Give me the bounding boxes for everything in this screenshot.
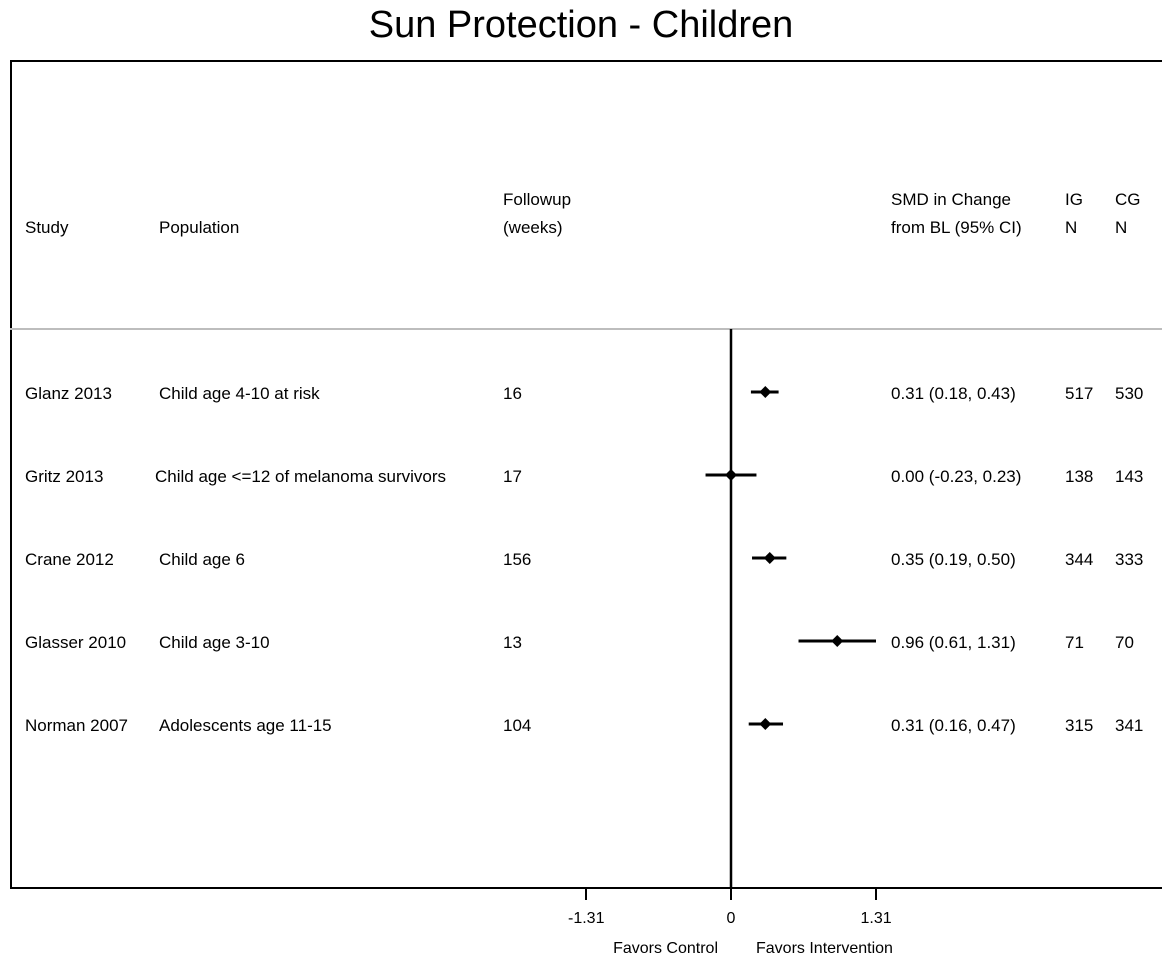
header-separator bbox=[10, 328, 1162, 330]
row-followup: 16 bbox=[503, 384, 522, 403]
row-ig-n: 517 bbox=[1065, 384, 1094, 403]
header-followup-line2: (weeks) bbox=[503, 218, 563, 237]
row-followup: 13 bbox=[503, 633, 522, 652]
header-ig-line1: IG bbox=[1065, 190, 1083, 209]
row-population: Child age 3-10 bbox=[159, 633, 270, 652]
header-study: Study bbox=[25, 218, 69, 237]
row-cg-n: 333 bbox=[1115, 550, 1144, 569]
header-cg-line1: CG bbox=[1115, 190, 1141, 209]
row-population: Adolescents age 11-15 bbox=[159, 716, 332, 735]
chart-title: Sun Protection - Children bbox=[368, 4, 794, 46]
row-population: Child age <=12 of melanoma survivors bbox=[155, 467, 447, 486]
row-population: Child age 4-10 at risk bbox=[159, 384, 320, 403]
row-ci-text: 0.96 (0.61, 1.31) bbox=[891, 633, 1016, 652]
row-study: Glanz 2013 bbox=[25, 384, 112, 403]
header-followup-line1: Followup bbox=[503, 190, 572, 209]
row-population: Child age 6 bbox=[159, 550, 246, 569]
row-cg-n: 70 bbox=[1115, 633, 1134, 652]
favors-intervention-label: Favors Intervention bbox=[756, 940, 893, 957]
point-estimate-marker bbox=[759, 718, 772, 730]
header-effect-line1: SMD in Change bbox=[891, 190, 1012, 209]
row-cg-n: 143 bbox=[1115, 467, 1144, 486]
point-estimate-marker bbox=[831, 635, 844, 647]
row-cg-n: 530 bbox=[1115, 384, 1144, 403]
row-ci-text: 0.35 (0.19, 0.50) bbox=[891, 550, 1016, 569]
row-study: Glasser 2010 bbox=[25, 633, 127, 652]
x-tick-label-neg: -1.31 bbox=[568, 910, 605, 927]
header-ig-line2: N bbox=[1065, 218, 1078, 237]
point-estimate-marker bbox=[763, 552, 776, 564]
row-ci-text: 0.00 (-0.23, 0.23) bbox=[891, 467, 1022, 486]
x-tick-label-pos: 1.31 bbox=[860, 910, 892, 927]
row-ig-n: 71 bbox=[1065, 633, 1084, 652]
header-cg-line2: N bbox=[1115, 218, 1128, 237]
row-followup: 156 bbox=[503, 550, 532, 569]
point-estimate-marker bbox=[759, 386, 772, 398]
row-study: Gritz 2013 bbox=[25, 467, 104, 486]
row-ig-n: 138 bbox=[1065, 467, 1094, 486]
row-study: Norman 2007 bbox=[25, 716, 129, 735]
x-tick-label-zero: 0 bbox=[726, 910, 736, 927]
header-effect-line2: from BL (95% CI) bbox=[891, 218, 1022, 237]
row-study: Crane 2012 bbox=[25, 550, 114, 569]
row-ci-text: 0.31 (0.18, 0.43) bbox=[891, 384, 1016, 403]
header-population: Population bbox=[159, 218, 240, 237]
row-ig-n: 315 bbox=[1065, 716, 1094, 735]
row-ci-text: 0.31 (0.16, 0.47) bbox=[891, 716, 1016, 735]
favors-control-label: Favors Control bbox=[613, 940, 718, 957]
point-estimate-marker bbox=[725, 469, 737, 481]
row-cg-n: 341 bbox=[1115, 716, 1144, 735]
row-followup: 104 bbox=[503, 716, 532, 735]
row-followup: 17 bbox=[503, 467, 522, 486]
row-ig-n: 344 bbox=[1065, 550, 1094, 569]
